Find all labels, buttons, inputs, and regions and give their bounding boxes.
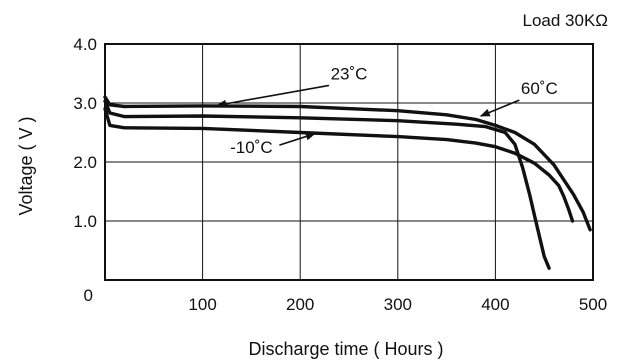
x-axis-title: Discharge time ( Hours ) <box>248 339 443 359</box>
annotation-arrow <box>216 84 330 108</box>
x-tick-label: 500 <box>579 295 607 314</box>
series-line <box>103 99 551 270</box>
x-tick-label: 200 <box>286 295 314 314</box>
series-line <box>103 107 575 223</box>
series-label: 23˚C <box>331 64 368 83</box>
x-tick-label: 300 <box>384 295 412 314</box>
plot-frame <box>104 43 594 281</box>
y-tick-label: 1.0 <box>73 212 97 231</box>
y-tick-label: 0 <box>84 286 93 305</box>
series-line <box>103 95 592 232</box>
x-tick-label: 400 <box>481 295 509 314</box>
y-axis-title: Voltage ( V ) <box>16 116 36 215</box>
annotation-arrow <box>479 99 520 117</box>
x-tick-label: 100 <box>188 295 216 314</box>
tick-labels: 100 200 300 400 500 0 1.0 2.0 3.0 4.0 <box>73 35 607 314</box>
grid <box>105 44 593 280</box>
series-label: 60˚C <box>521 79 558 98</box>
series-label: -10˚C <box>230 138 273 157</box>
annotations: 23˚C 60˚C -10˚C <box>216 64 558 157</box>
y-tick-label: 2.0 <box>73 153 97 172</box>
y-tick-label: 4.0 <box>73 35 97 54</box>
series-lines <box>103 95 592 270</box>
annotation-arrow <box>279 132 316 146</box>
load-label: Load 30KΩ <box>523 11 609 30</box>
y-tick-label: 3.0 <box>73 94 97 113</box>
